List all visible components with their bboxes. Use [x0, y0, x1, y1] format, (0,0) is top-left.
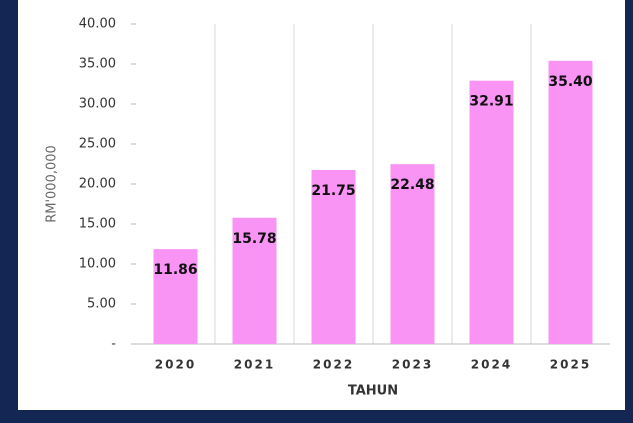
x-tick-label: 2024 [471, 358, 512, 372]
x-tick-label: 2022 [313, 358, 354, 372]
y-tick-label: 25.00 [79, 137, 116, 152]
value-label: 11.86 [153, 262, 197, 278]
bar [153, 249, 198, 344]
y-tick-label: 20.00 [79, 177, 116, 192]
y-tick-label: 40.00 [79, 17, 116, 32]
x-tick-label: 2023 [392, 358, 433, 372]
value-label: 32.91 [469, 94, 513, 110]
bar [232, 217, 277, 344]
bar [311, 170, 356, 344]
y-tick-label: 30.00 [79, 97, 116, 112]
value-label: 22.48 [390, 177, 434, 193]
y-tick-label: 15.00 [79, 217, 116, 232]
y-tick-label: - [111, 337, 116, 352]
x-tick-label: 2025 [550, 358, 591, 372]
value-label: 15.78 [232, 231, 276, 247]
value-label: 35.40 [548, 74, 593, 90]
x-tick-label: 2020 [155, 358, 196, 372]
x-tick-label: 2021 [234, 358, 275, 372]
bar [548, 60, 593, 345]
y-tick-label: 35.00 [79, 57, 116, 72]
x-axis-label: TAHUN [348, 384, 398, 399]
bar [469, 80, 514, 344]
value-label: 21.75 [311, 183, 355, 199]
y-axis-label: RM'000,000 [45, 145, 60, 223]
bar [390, 164, 435, 344]
y-tick-label: 5.00 [87, 297, 116, 312]
y-tick-label: 10.00 [79, 257, 116, 272]
